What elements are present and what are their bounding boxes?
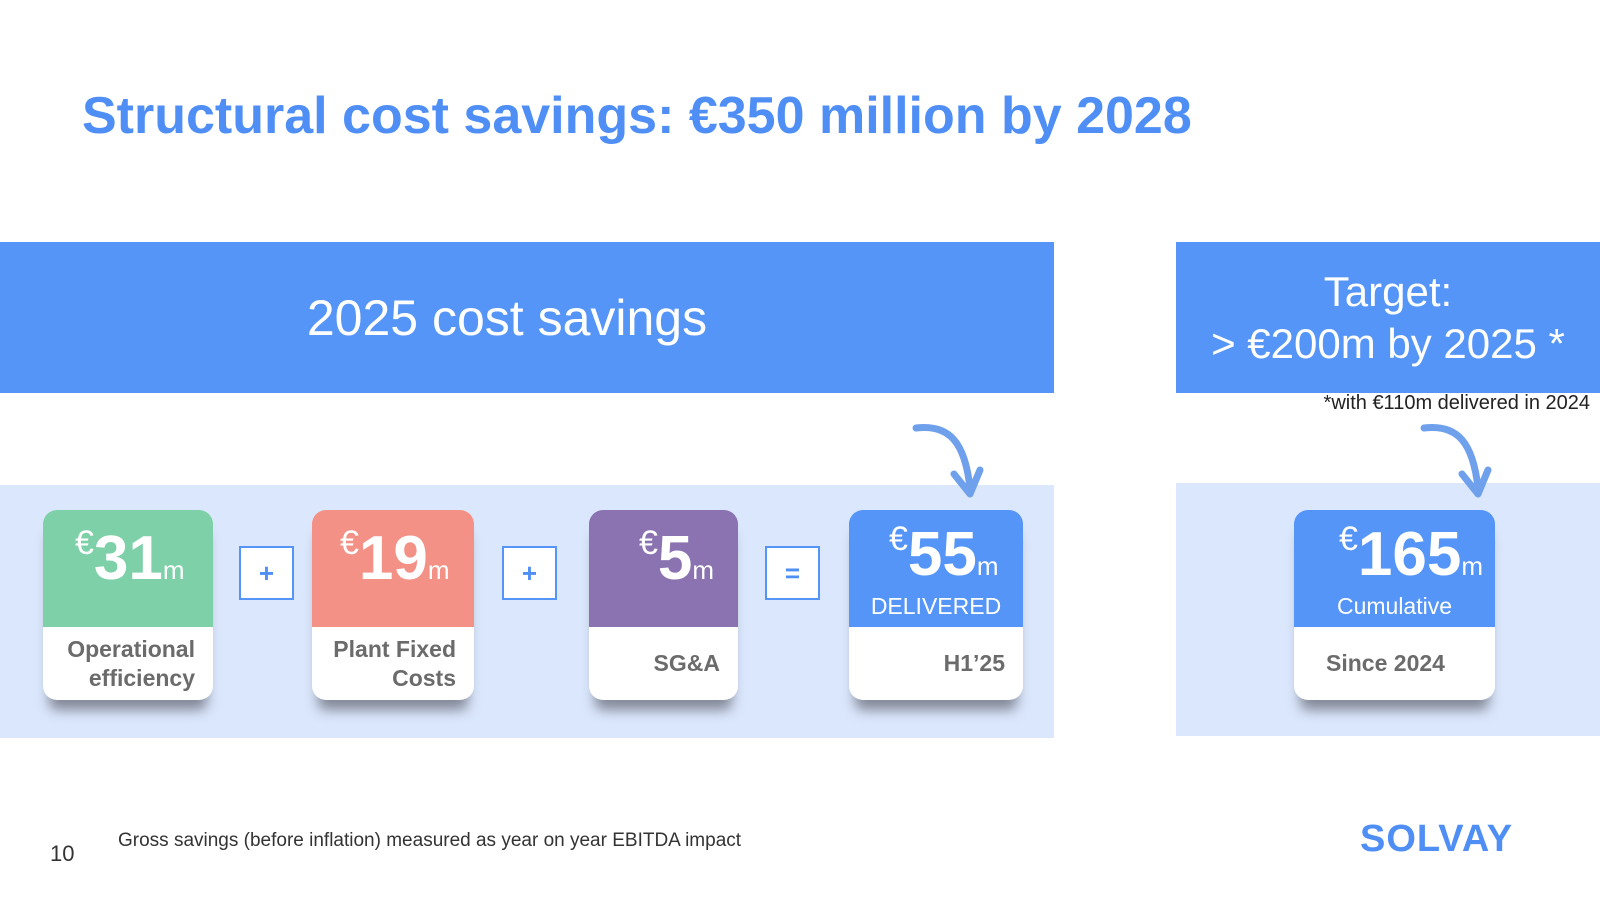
delivered-card: €55m DELIVERED H1’25 [849, 510, 1023, 700]
card-amount: €19m [340, 526, 450, 590]
amount-value: 165 [1357, 520, 1462, 589]
target-line-2: > €200m by 2025 * [1211, 319, 1565, 367]
card-value-area: €19m [312, 510, 474, 627]
card-label: Operational efficiency [43, 627, 213, 700]
banner-left-text: 2025 cost savings [306, 289, 708, 346]
target-line-1: Target: [1323, 267, 1453, 315]
delivered-label: DELIVERED [870, 593, 1002, 619]
card-value-area: €55m DELIVERED [849, 510, 1023, 627]
label-line-1: Plant Fixed [333, 635, 456, 662]
page-number: 10 [50, 841, 75, 866]
plant-fixed-costs-card: €19m Plant Fixed Costs [312, 510, 474, 700]
operational-efficiency-card: €31m Operational efficiency [43, 510, 213, 700]
footer-note: Gross savings (before inflation) measure… [118, 830, 742, 851]
card-label: Plant Fixed Costs [312, 627, 474, 700]
cumulative-card: €165m Cumulative Since 2024 [1294, 510, 1495, 700]
card-label: Since 2024 [1294, 627, 1495, 700]
amount-unit: m [427, 555, 450, 585]
amount-value: 19 [358, 524, 428, 593]
label-line-2: efficiency [88, 664, 195, 691]
amount-unit: m [692, 555, 715, 585]
currency-symbol: € [75, 524, 94, 562]
curved-arrow-icon [1420, 423, 1492, 498]
currency-symbol: € [639, 524, 658, 562]
target-banner: Target: > €200m by 2025 * [1176, 242, 1600, 393]
slide-title: Structural cost savings: €350 million by… [82, 87, 1192, 145]
amount-value: 5 [657, 524, 693, 593]
currency-symbol: € [340, 524, 359, 562]
card-value-area: €5m [589, 510, 738, 627]
card-value-area: €31m [43, 510, 213, 627]
label-line-2: Costs [392, 664, 456, 691]
amount-unit: m [976, 551, 999, 581]
currency-symbol: € [1339, 520, 1358, 558]
card-amount: €55m [889, 522, 999, 586]
curved-arrow-icon [912, 423, 984, 498]
card-amount: €165m [1339, 522, 1484, 586]
label-line-1: SG&A [653, 650, 720, 676]
target-footnote: *with €110m delivered in 2024 [1323, 392, 1590, 414]
equals-operator: = [765, 546, 820, 600]
amount-value: 31 [93, 524, 163, 593]
plus-operator: + [239, 546, 294, 600]
card-amount: €31m [75, 526, 185, 590]
label-line-1: H1’25 [943, 650, 1005, 676]
plus-operator: + [502, 546, 557, 600]
cumulative-label: Cumulative [1336, 593, 1453, 619]
cost-savings-banner: 2025 cost savings [0, 242, 1054, 393]
amount-unit: m [162, 555, 185, 585]
amount-unit: m [1461, 551, 1484, 581]
card-value-area: €165m Cumulative [1294, 510, 1495, 627]
card-label: SG&A [589, 627, 738, 700]
label-line-1: Since 2024 [1326, 650, 1445, 676]
amount-value: 55 [907, 520, 977, 589]
card-label: H1’25 [849, 627, 1023, 700]
solvay-logo: SOLVAY [1360, 818, 1514, 860]
currency-symbol: € [889, 520, 908, 558]
label-line-1: Operational [67, 635, 195, 662]
card-amount: €5m [639, 526, 715, 590]
sga-card: €5m SG&A [589, 510, 738, 700]
